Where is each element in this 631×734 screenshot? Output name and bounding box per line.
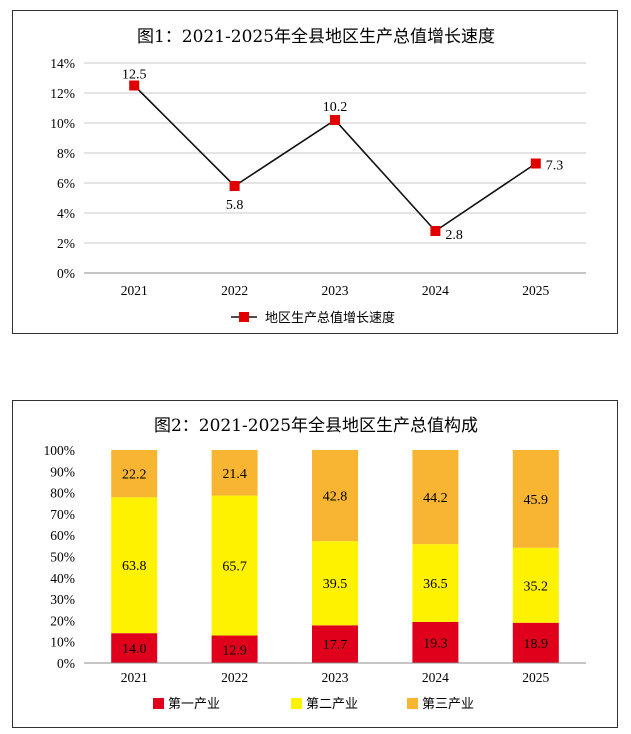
growth-chart-panel: 图1：2021-2025年全县地区生产总值增长速度 0% 2% 4% 6% 8% 10% 1… [12, 10, 618, 334]
data-label: 5.8 [226, 198, 244, 213]
data-label: 44.2 [423, 491, 448, 506]
bar-segment [111, 450, 158, 498]
data-label: 42.8 [323, 490, 348, 505]
bar-segment [512, 622, 559, 663]
data-label: 19.3 [423, 636, 448, 651]
bar-segment [211, 495, 258, 636]
bar-segment [312, 450, 358, 542]
data-label: 35.2 [524, 579, 549, 594]
legend-label: 第二产业 [306, 697, 358, 712]
y-tick-label: 4% [57, 206, 75, 221]
x-tick-label: 2025 [522, 670, 549, 685]
bar-segment [412, 450, 459, 545]
x-tick-label: 2021 [121, 670, 148, 685]
y-tick-label: 8% [57, 146, 75, 161]
y-tick-label: 40% [50, 571, 75, 586]
data-point-marker [330, 115, 340, 125]
growth-line-chart: 图1：2021-2025年全县地区生产总值增长速度 0% 2% 4% 6% 8% 10% 1… [50, 27, 586, 326]
data-label: 12.5 [122, 68, 147, 83]
data-point-marker [430, 226, 441, 236]
bar-segment [512, 450, 559, 548]
y-tick-label: 90% [50, 464, 75, 479]
bar-segment [211, 450, 258, 496]
bar-segment [512, 547, 559, 623]
bar-segment [412, 621, 459, 663]
composition-stacked-bar-chart: 图2：2021-2025年全县地区生产总值构成 0% 10% 20% 30% 40% 50… [44, 416, 586, 712]
legend-swatch [407, 698, 418, 709]
legend-swatch [291, 698, 302, 709]
bar-segment [111, 633, 158, 663]
data-label: 7.3 [546, 159, 564, 174]
x-tick-label: 2023 [322, 283, 349, 298]
composition-chart-panel: 图2：2021-2025年全县地区生产总值构成 0% 10% 20% 30% 40% 50… [12, 400, 618, 728]
data-point-marker [229, 181, 240, 191]
bar-segment [312, 625, 358, 663]
y-tick-label: 30% [50, 592, 75, 607]
chart-title: 图1：2021-2025年全县地区生产总值增长速度 [137, 27, 495, 47]
data-label: 14.0 [122, 642, 147, 657]
chart-title: 图2：2021-2025年全县地区生产总值构成 [154, 416, 478, 436]
data-label: 63.8 [122, 559, 147, 574]
data-label: 36.5 [423, 577, 448, 592]
data-label: 2.8 [445, 228, 463, 243]
y-tick-label: 60% [50, 528, 75, 543]
legend-label: 地区生产总值增长速度 [265, 310, 395, 326]
data-label: 18.9 [524, 637, 549, 652]
legend-label: 第三产业 [422, 697, 474, 712]
y-tick-label: 10% [50, 116, 75, 131]
bar-segment [412, 544, 459, 622]
x-tick-label: 2021 [121, 283, 148, 298]
data-label: 65.7 [222, 560, 247, 575]
data-label: 17.7 [323, 638, 348, 653]
y-tick-label: 10% [50, 635, 75, 650]
x-tick-label: 2022 [221, 670, 248, 685]
legend-label: 第一产业 [168, 697, 220, 712]
y-tick-label: 70% [50, 507, 75, 522]
x-tick-label: 2022 [221, 283, 248, 298]
y-tick-label: 14% [50, 56, 75, 71]
y-tick-label: 2% [57, 236, 75, 251]
data-point-marker [129, 80, 140, 91]
data-label: 39.5 [323, 577, 348, 592]
x-tick-label: 2024 [422, 670, 449, 685]
x-tick-label: 2023 [322, 670, 349, 685]
y-tick-label: 80% [50, 486, 75, 501]
y-tick-label: 50% [50, 550, 75, 565]
bar-segment [211, 635, 258, 663]
y-tick-label: 0% [57, 656, 75, 671]
legend-marker [239, 312, 249, 322]
x-tick-label: 2025 [522, 283, 549, 298]
data-label: 21.4 [222, 467, 247, 482]
legend-swatch [153, 698, 164, 709]
y-tick-label: 0% [57, 266, 75, 281]
bar-segment [312, 541, 358, 626]
data-label: 22.2 [122, 468, 147, 483]
data-label: 12.9 [222, 643, 247, 658]
y-tick-label: 100% [44, 443, 76, 458]
y-tick-label: 12% [50, 86, 75, 101]
y-tick-label: 20% [50, 613, 75, 628]
data-label: 45.9 [524, 493, 549, 508]
y-tick-label: 6% [57, 176, 75, 191]
data-label: 10.2 [323, 100, 348, 115]
bar-segment [111, 497, 158, 634]
data-point-marker [530, 158, 541, 169]
x-tick-label: 2024 [422, 283, 449, 298]
